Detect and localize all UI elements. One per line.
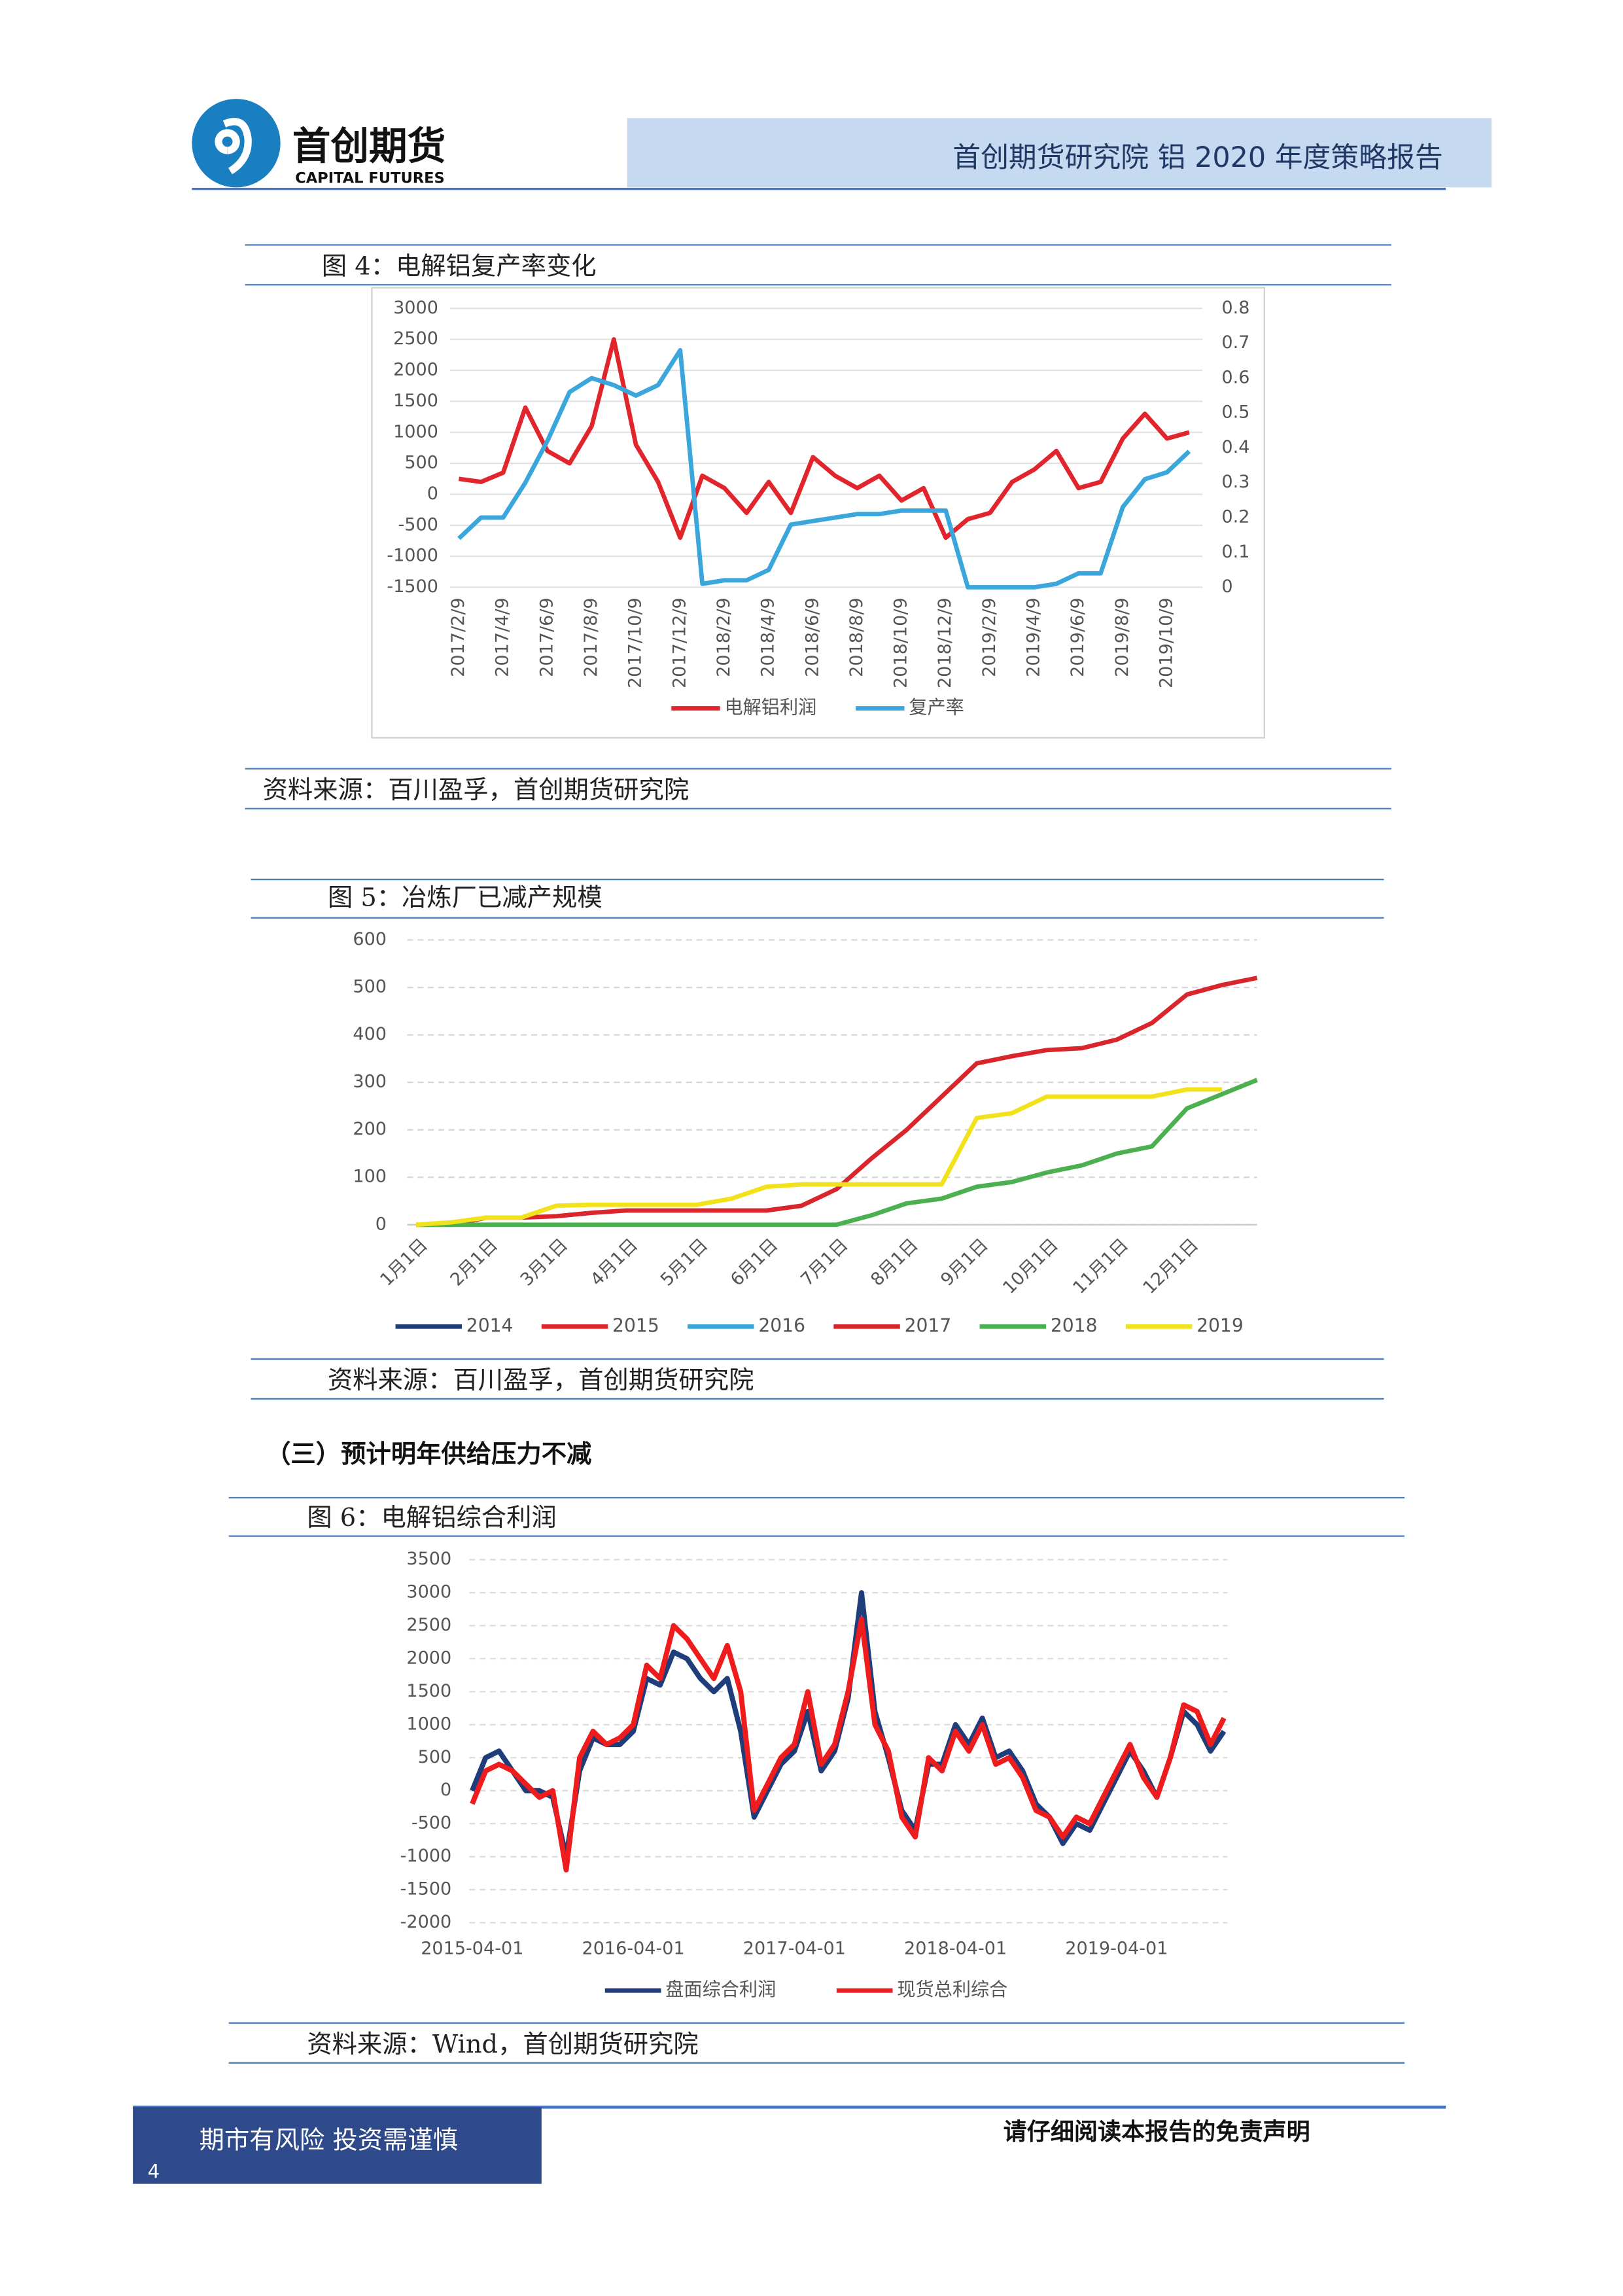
legend-label: 2016 (758, 1315, 805, 1336)
x-tick-label: 2016-04-01 (582, 1939, 684, 1959)
legend-label: 2014 (466, 1315, 514, 1336)
y-tick-label: -1500 (387, 576, 438, 597)
y-tick-label: 1000 (406, 1714, 451, 1734)
page-number: 4 (148, 2161, 160, 2183)
series-line (415, 1087, 1222, 1227)
y-tick-label: -1500 (400, 1879, 452, 1899)
x-tick-label: 2019/4/9 (1024, 597, 1044, 677)
series-line (416, 976, 1258, 1227)
y2-tick-label: 0.8 (1221, 298, 1249, 318)
x-tick-label: 2017-04-01 (743, 1939, 846, 1959)
y2-tick-label: 0.2 (1221, 506, 1249, 527)
y-tick-label: 2500 (406, 1615, 451, 1635)
y2-tick-label: 0.7 (1221, 332, 1249, 353)
y-tick-label: 0 (440, 1780, 451, 1800)
y-tick-label: -1000 (387, 546, 438, 566)
y-tick-label: -500 (398, 514, 438, 535)
x-tick-label: 2018/10/9 (891, 597, 911, 688)
y-tick-label: 100 (353, 1167, 387, 1187)
x-tick-label: 2019/8/9 (1112, 597, 1132, 677)
legend-label: 复产率 (909, 696, 964, 718)
risk-note: 期市有风险 投资需谨慎 (200, 2125, 458, 2155)
brand: 首创期货 (292, 124, 446, 169)
legend-label: 2018 (1051, 1315, 1098, 1336)
y-tick-label: 0 (427, 484, 438, 504)
x-tick-label: 2015-04-01 (421, 1939, 523, 1959)
y-tick-label: 2500 (393, 328, 438, 349)
y2-tick-label: 0 (1221, 576, 1232, 597)
y-tick-label: 3000 (406, 1582, 451, 1602)
y-tick-label: 500 (418, 1747, 452, 1767)
x-tick-label: 2017/10/9 (625, 597, 646, 688)
y-tick-label: 1000 (393, 421, 438, 442)
y-tick-label: 500 (353, 977, 387, 997)
y-tick-label: -2000 (400, 1912, 452, 1932)
x-tick-label: 2017/8/9 (581, 597, 601, 677)
legend-label: 2015 (612, 1315, 659, 1336)
figure-caption: 图 6：电解铝综合利润 (307, 1503, 557, 1532)
x-tick-label: 2018-04-01 (904, 1939, 1007, 1959)
y2-tick-label: 0.1 (1221, 542, 1249, 562)
x-tick-label: 2019/2/9 (979, 597, 1000, 677)
y-tick-label: 200 (353, 1119, 387, 1139)
figure-source: 资料来源：Wind，首创期货研究院 (307, 2030, 698, 2059)
x-tick-label: 2018/4/9 (758, 597, 778, 677)
y-tick-label: -500 (411, 1813, 451, 1833)
y-tick-label: 400 (353, 1024, 387, 1044)
x-tick-label: 2018/6/9 (802, 597, 822, 677)
chart-frame (371, 287, 1265, 739)
y-tick-label: 0 (375, 1214, 387, 1234)
x-tick-label: 2017/12/9 (669, 597, 689, 688)
report-title: 首创期货研究院 铝 2020 年度策略报告 (952, 141, 1442, 174)
y-tick-label: 1500 (393, 391, 438, 411)
y-tick-label: 2000 (406, 1648, 451, 1668)
disclaimer: 请仔细阅读本报告的免责声明 (1003, 2118, 1310, 2146)
y2-tick-label: 0.6 (1221, 367, 1249, 387)
y-tick-label: 600 (353, 929, 387, 949)
y2-tick-label: 0.4 (1221, 437, 1249, 457)
series-line (459, 337, 1190, 540)
y-tick-label: 500 (404, 453, 438, 473)
y2-tick-label: 0.5 (1221, 402, 1249, 423)
legend-label: 2017 (905, 1315, 952, 1336)
figure-caption: 图 5：冶炼厂已减产规模 (328, 883, 602, 913)
y-tick-label: 1500 (406, 1681, 451, 1701)
y-tick-label: 300 (353, 1072, 387, 1092)
legend-label: 2019 (1196, 1315, 1244, 1336)
y-tick-label: 3000 (393, 298, 438, 318)
x-tick-label: 2019-04-01 (1065, 1939, 1168, 1959)
header-band (627, 118, 1492, 188)
x-tick-label: 2018/12/9 (935, 597, 955, 688)
legend-label: 盘面综合利润 (665, 1979, 776, 2000)
x-tick-label: 2018/8/9 (846, 597, 867, 677)
series-line (470, 1616, 1227, 1873)
series-line (457, 347, 1191, 590)
section-heading: （三）预计明年供给压力不减 (266, 1439, 591, 1469)
x-tick-label: 2017/6/9 (536, 597, 557, 677)
logo-mark (215, 118, 252, 175)
figure-source: 资料来源：百川盈孚，首创期货研究院 (263, 775, 689, 805)
x-tick-label: 2019/6/9 (1068, 597, 1088, 677)
figure-source: 资料来源：百川盈孚，首创期货研究院 (328, 1366, 754, 1395)
legend-label: 现货总利综合 (897, 1979, 1007, 2000)
x-tick-label: 2017/2/9 (448, 597, 468, 677)
brand-en: CAPITAL FUTURES (295, 170, 445, 187)
x-tick-label: 2018/2/9 (714, 597, 734, 677)
x-tick-label: 2019/10/9 (1156, 597, 1176, 688)
y-tick-label: -1000 (400, 1846, 452, 1866)
y2-tick-label: 0.3 (1221, 472, 1249, 492)
series-line (416, 1078, 1258, 1227)
footer-box (133, 2107, 542, 2184)
x-tick-label: 2017/4/9 (493, 597, 513, 677)
figure-caption: 图 4：电解铝复产率变化 (322, 251, 597, 281)
legend-label: 电解铝利润 (724, 696, 816, 718)
y-tick-label: 3500 (406, 1549, 451, 1569)
y-tick-label: 2000 (393, 360, 438, 380)
